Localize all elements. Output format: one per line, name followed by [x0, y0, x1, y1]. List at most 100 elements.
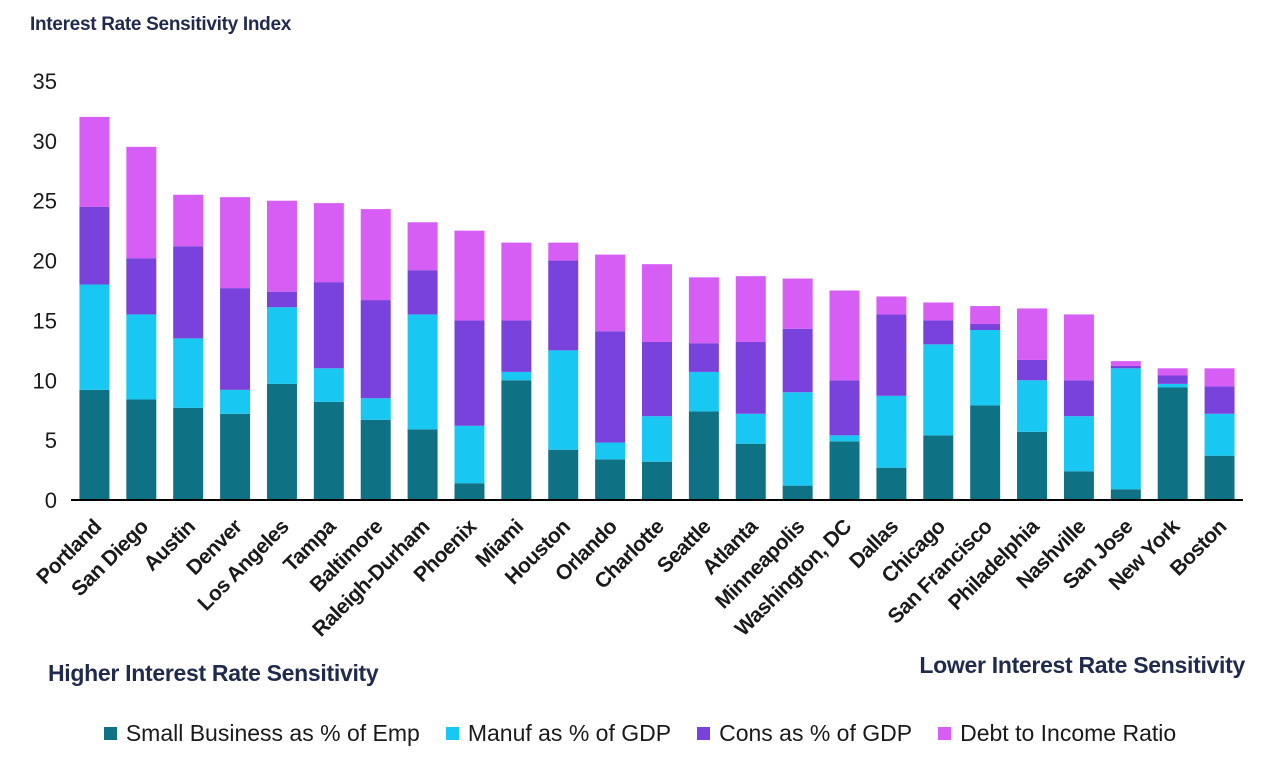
bar-segment	[688, 343, 719, 372]
bar-segment	[876, 296, 907, 315]
bar-segment	[1204, 368, 1235, 387]
bar-segment	[923, 320, 954, 345]
bar-segment	[360, 300, 391, 399]
bar-segment	[642, 341, 672, 417]
bar-segment	[782, 485, 813, 500]
bar-segment	[923, 435, 954, 500]
bar-segment	[688, 411, 719, 500]
legend-swatch	[445, 727, 459, 740]
bar-segment	[1157, 387, 1188, 500]
bar-segment	[1204, 413, 1235, 456]
bar-segment	[595, 459, 626, 500]
bar-segment	[266, 291, 297, 308]
bar-segment	[1204, 386, 1235, 414]
bar-segment	[1063, 471, 1094, 500]
y-tick-label: 10	[33, 368, 57, 393]
bar-segment	[1017, 431, 1048, 500]
bar-segment	[876, 467, 907, 500]
bar-segment	[548, 350, 579, 450]
legend-label: Cons as % of GDP	[719, 720, 913, 746]
bar-segment	[79, 284, 110, 390]
y-tick-label: 5	[45, 428, 57, 453]
legend-item: Manuf as % of GDP	[445, 720, 672, 747]
bar-segment	[829, 290, 860, 381]
legend-swatch	[697, 727, 711, 740]
bar-segment	[782, 392, 813, 486]
bar-segment	[548, 260, 579, 351]
bar-segment	[313, 203, 344, 283]
bar-segment	[595, 254, 626, 332]
y-tick-label: 0	[45, 488, 57, 513]
bar-segment	[1157, 383, 1188, 388]
bar-segment	[501, 242, 532, 321]
bar-segment	[454, 320, 485, 426]
legend-label: Manuf as % of GDP	[467, 720, 672, 746]
bar-segment	[1063, 380, 1094, 417]
bar-segment	[173, 407, 204, 500]
bar-segment	[173, 246, 204, 339]
bar-segment	[220, 389, 251, 414]
bar-segment	[220, 413, 251, 500]
bar-segment	[1204, 455, 1235, 500]
bar-segment	[79, 206, 110, 285]
bar-segment	[79, 389, 110, 500]
bar-segment	[642, 416, 672, 462]
bar-segment	[688, 371, 719, 412]
bar-segment	[782, 278, 813, 329]
higher-sensitivity-note: Higher Interest Rate Sensitivity	[48, 660, 379, 686]
bar-segment	[173, 194, 204, 247]
bar-segment	[360, 419, 391, 500]
bar-segment	[126, 399, 157, 500]
bar-segment	[829, 380, 860, 436]
bar-segment	[454, 425, 485, 484]
lower-sensitivity-note: Lower Interest Rate Sensitivity	[919, 652, 1245, 678]
bar-segment	[1017, 380, 1048, 432]
bar-segment	[735, 413, 766, 444]
bar-segment	[313, 368, 344, 402]
bar-segment	[876, 395, 907, 468]
bar-segment	[876, 314, 907, 396]
bar-segment	[735, 276, 766, 342]
bar-segment	[923, 344, 954, 436]
bar-segment	[688, 277, 719, 344]
bar-segment	[126, 258, 157, 315]
y-tick-label: 30	[33, 129, 57, 154]
bar-segment	[1110, 365, 1141, 369]
legend-swatch	[103, 727, 117, 740]
bar-segment	[1157, 375, 1188, 384]
bar-segment	[970, 306, 1001, 325]
legend-label: Small Business as % of Emp	[125, 720, 420, 746]
bar-segment	[360, 209, 391, 301]
bar-segment	[923, 302, 954, 321]
y-tick-label: 15	[33, 308, 57, 333]
bar-segment	[313, 401, 344, 500]
bar-segment	[360, 398, 391, 420]
bar-segment	[407, 270, 438, 315]
bar-segment	[548, 242, 579, 261]
bar-segment	[266, 383, 297, 500]
bar-segment	[548, 449, 579, 500]
bar-segment	[407, 222, 438, 271]
bar-segment	[407, 429, 438, 500]
bar-segment	[501, 380, 532, 500]
bar-segment	[1017, 359, 1048, 381]
bar-segment	[173, 338, 204, 408]
bar-segment	[595, 442, 626, 460]
bar-segment	[595, 331, 626, 443]
bar-segment	[126, 146, 157, 259]
bar-segment	[970, 330, 1001, 406]
bar-segment	[829, 441, 860, 500]
bar-segment	[501, 320, 532, 372]
bar-segment	[1110, 368, 1141, 490]
bar-segment	[1157, 368, 1188, 376]
bar-segment	[1063, 416, 1094, 472]
bar-segment	[829, 435, 860, 442]
y-tick-label: 35	[33, 69, 57, 94]
bar-segment	[642, 264, 672, 342]
bar-segment	[501, 371, 532, 381]
bar-segment	[1017, 308, 1048, 360]
y-tick-label: 25	[33, 189, 57, 214]
bar-segment	[126, 314, 157, 400]
y-axis-title: Interest Rate Sensitivity Index	[30, 14, 292, 35]
